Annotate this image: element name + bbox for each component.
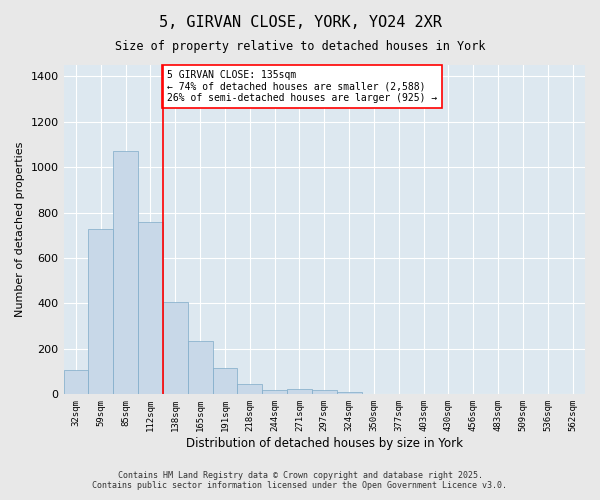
Text: Size of property relative to detached houses in York: Size of property relative to detached ho… — [115, 40, 485, 53]
Bar — [287, 388, 312, 394]
Text: 5 GIRVAN CLOSE: 135sqm
← 74% of detached houses are smaller (2,588)
26% of semi-: 5 GIRVAN CLOSE: 135sqm ← 74% of detached… — [167, 70, 437, 102]
Bar — [138, 222, 163, 394]
Bar — [88, 228, 113, 394]
Text: Contains HM Land Registry data © Crown copyright and database right 2025.
Contai: Contains HM Land Registry data © Crown c… — [92, 470, 508, 490]
Text: 5, GIRVAN CLOSE, YORK, YO24 2XR: 5, GIRVAN CLOSE, YORK, YO24 2XR — [158, 15, 442, 30]
X-axis label: Distribution of detached houses by size in York: Distribution of detached houses by size … — [186, 437, 463, 450]
Bar — [64, 370, 88, 394]
Y-axis label: Number of detached properties: Number of detached properties — [15, 142, 25, 318]
Bar — [113, 152, 138, 394]
Bar — [262, 390, 287, 394]
Bar — [212, 368, 238, 394]
Bar — [312, 390, 337, 394]
Bar — [337, 392, 362, 394]
Bar — [188, 340, 212, 394]
Bar — [238, 384, 262, 394]
Bar — [163, 302, 188, 394]
